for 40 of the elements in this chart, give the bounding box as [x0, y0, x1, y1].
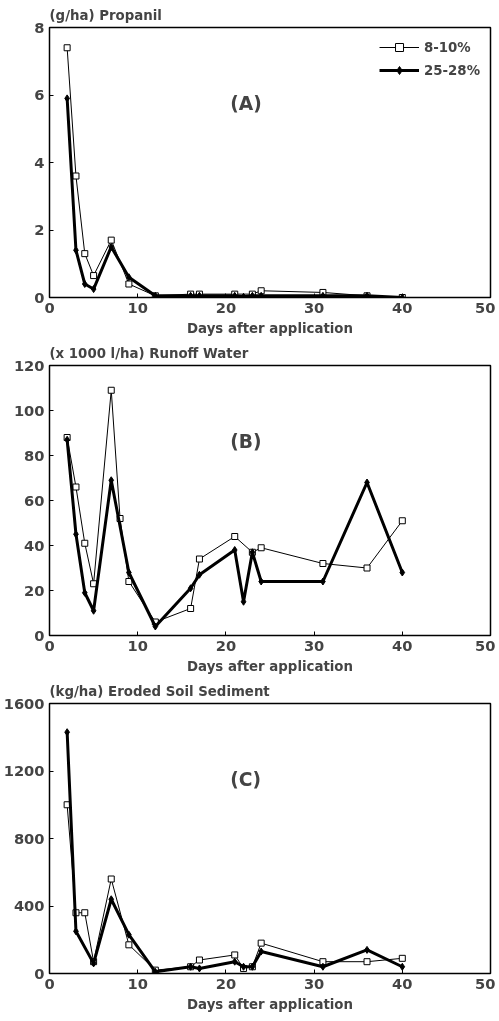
- y-tick-label: 800: [13, 829, 45, 847]
- x-tick-label: 30: [303, 298, 325, 316]
- x-tick-label: 20: [215, 298, 237, 316]
- legend-label: 25-28%: [424, 62, 480, 78]
- y-tick-label: 1600: [3, 694, 45, 712]
- y-tick-label: 100: [13, 401, 45, 419]
- y-tick-label: 120: [13, 356, 45, 374]
- y-tick-label: 2: [34, 221, 45, 238]
- x-tick-label: 20: [215, 974, 237, 992]
- x-tick-label: 10: [127, 298, 148, 316]
- chart-title: (kg/ha) Eroded Soil Sediment: [49, 683, 271, 699]
- chart-title: (x 1000 l/ha) Runoff Water: [49, 345, 249, 361]
- x-tick-label: 10: [127, 636, 148, 654]
- y-tick-label: 20: [24, 581, 45, 599]
- x-tick-label: 50: [475, 298, 496, 316]
- y-tick-label: 1200: [3, 762, 45, 779]
- x-axis-title: Days after application: [186, 320, 354, 336]
- annotation: (A): [230, 92, 262, 114]
- x-tick-label: 30: [303, 636, 325, 654]
- y-tick-label: 80: [24, 446, 45, 464]
- x-tick-label: 10: [127, 974, 148, 992]
- annotation: (C): [230, 768, 262, 790]
- x-tick-label: 40: [392, 974, 413, 992]
- y-tick-label: 40: [24, 536, 45, 554]
- legend-label: 8-10%: [424, 39, 471, 55]
- y-tick-label: 8: [34, 18, 45, 36]
- x-tick-label: 40: [392, 298, 413, 316]
- x-axis-title: Days after application: [186, 658, 354, 674]
- x-tick-label: 20: [215, 636, 237, 654]
- annotation: (B): [230, 430, 262, 452]
- y-tick-label: 6: [34, 86, 45, 103]
- chart-title: (g/ha) Propanil: [49, 7, 162, 23]
- x-tick-label: 50: [475, 636, 496, 654]
- y-tick-label: 400: [13, 897, 45, 914]
- x-tick-label: 40: [392, 636, 413, 654]
- y-tick-label: 4: [34, 153, 45, 171]
- x-tick-label: 30: [303, 974, 325, 992]
- y-tick-label: 60: [24, 491, 45, 509]
- x-tick-label: 50: [475, 974, 496, 992]
- x-axis-title: Days after application: [186, 996, 354, 1012]
